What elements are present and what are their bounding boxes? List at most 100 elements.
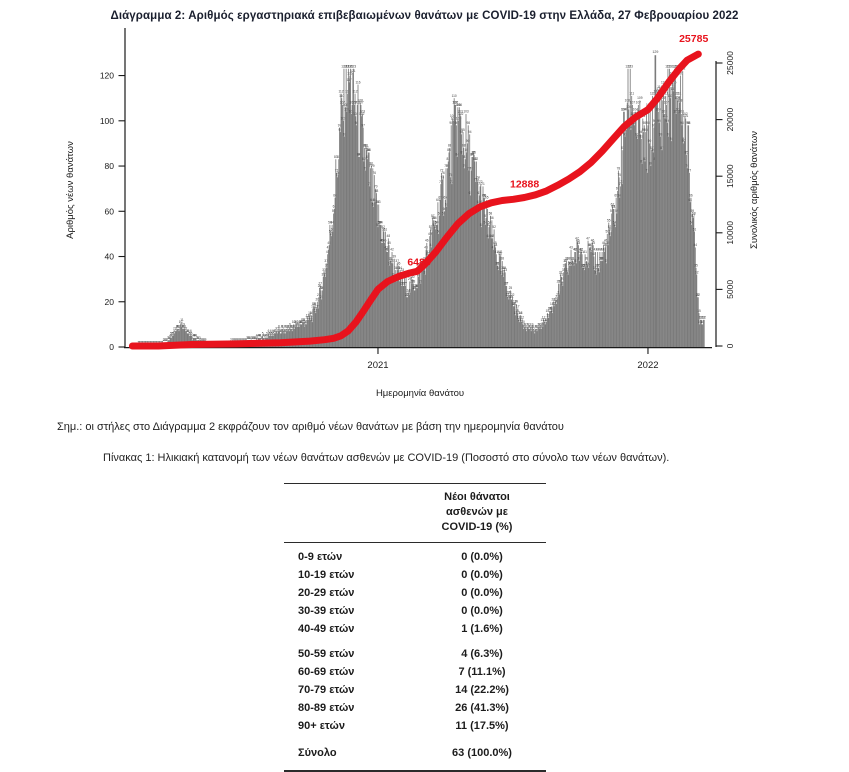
svg-text:28: 28	[419, 279, 423, 283]
svg-text:12: 12	[699, 316, 703, 320]
svg-text:41: 41	[326, 250, 330, 254]
svg-text:93: 93	[659, 132, 663, 136]
svg-text:25: 25	[413, 286, 417, 290]
table-row: 40-49 ετών 1 (1.6%)	[284, 620, 546, 638]
svg-text:72: 72	[450, 180, 454, 184]
svg-text:36: 36	[496, 261, 500, 265]
svg-text:84: 84	[471, 153, 475, 157]
svg-text:42: 42	[598, 248, 602, 252]
svg-text:15: 15	[515, 309, 519, 313]
svg-text:18: 18	[312, 302, 316, 306]
svg-text:52: 52	[429, 225, 433, 229]
svg-text:94: 94	[468, 130, 472, 134]
svg-text:98: 98	[686, 121, 690, 125]
svg-text:10: 10	[299, 320, 303, 324]
svg-text:64: 64	[688, 198, 692, 202]
svg-text:79: 79	[371, 164, 375, 168]
svg-text:2: 2	[198, 338, 200, 342]
svg-text:46: 46	[380, 239, 384, 243]
svg-text:8: 8	[290, 325, 292, 329]
svg-text:107: 107	[664, 101, 670, 105]
svg-text:93: 93	[635, 132, 639, 136]
svg-text:123: 123	[672, 64, 678, 68]
svg-text:79: 79	[463, 164, 467, 168]
svg-text:22: 22	[556, 293, 560, 297]
svg-text:64: 64	[373, 198, 377, 202]
svg-text:43: 43	[492, 245, 496, 249]
svg-text:3: 3	[168, 336, 170, 340]
svg-text:17: 17	[315, 304, 319, 308]
svg-text:42: 42	[580, 248, 584, 252]
svg-text:45: 45	[387, 241, 391, 245]
svg-text:38: 38	[600, 257, 604, 261]
svg-text:106: 106	[343, 103, 349, 107]
svg-text:91: 91	[682, 137, 686, 141]
svg-text:41: 41	[583, 250, 587, 254]
svg-text:1: 1	[149, 340, 151, 344]
svg-text:37: 37	[563, 259, 567, 263]
svg-text:2: 2	[233, 338, 235, 342]
svg-text:53: 53	[432, 223, 436, 227]
svg-text:34: 34	[497, 266, 501, 270]
svg-text:9: 9	[538, 322, 540, 326]
svg-text:36: 36	[569, 261, 573, 265]
svg-text:10: 10	[698, 320, 702, 324]
svg-text:7: 7	[178, 327, 180, 331]
age-distribution-table: Νέοι θάνατοι ασθενών με COVID-19 (%) 0-9 ε…	[284, 483, 546, 772]
svg-text:35: 35	[584, 264, 588, 268]
svg-text:6: 6	[186, 329, 188, 333]
svg-text:3: 3	[260, 336, 262, 340]
svg-text:11: 11	[180, 318, 184, 322]
svg-text:66: 66	[482, 193, 486, 197]
svg-text:8: 8	[539, 325, 541, 329]
svg-text:11: 11	[301, 318, 305, 322]
svg-text:107: 107	[453, 101, 459, 105]
svg-text:4: 4	[258, 334, 260, 338]
svg-text:110: 110	[668, 94, 673, 98]
svg-text:3: 3	[252, 336, 254, 340]
svg-text:20: 20	[552, 297, 556, 301]
svg-text:9: 9	[295, 322, 297, 326]
svg-text:9: 9	[524, 322, 526, 326]
svg-text:7: 7	[175, 327, 177, 331]
svg-text:61: 61	[333, 205, 337, 209]
svg-text:1: 1	[154, 340, 156, 344]
svg-text:8: 8	[531, 325, 533, 329]
svg-text:3: 3	[247, 336, 249, 340]
svg-text:40: 40	[592, 252, 596, 256]
svg-text:21: 21	[509, 295, 513, 299]
svg-text:8: 8	[525, 325, 527, 329]
svg-text:73: 73	[475, 178, 479, 182]
svg-text:93: 93	[343, 132, 347, 136]
svg-text:100: 100	[341, 117, 347, 121]
svg-text:9: 9	[538, 322, 540, 326]
svg-text:14: 14	[518, 311, 522, 315]
svg-text:84: 84	[358, 153, 362, 157]
svg-text:38: 38	[585, 257, 589, 261]
svg-text:7: 7	[282, 327, 284, 331]
svg-text:12: 12	[702, 316, 706, 320]
svg-text:10: 10	[293, 320, 297, 324]
svg-text:6: 6	[190, 329, 192, 333]
svg-text:102: 102	[631, 112, 637, 116]
svg-text:102: 102	[458, 112, 464, 116]
svg-text:28: 28	[558, 279, 562, 283]
svg-text:3: 3	[168, 336, 170, 340]
svg-text:32: 32	[424, 270, 428, 274]
svg-text:1: 1	[144, 340, 146, 344]
svg-text:3: 3	[196, 336, 198, 340]
svg-text:10: 10	[295, 320, 299, 324]
svg-text:104: 104	[633, 107, 639, 111]
svg-text:0: 0	[109, 342, 114, 352]
svg-text:66: 66	[483, 193, 487, 197]
svg-text:84: 84	[455, 153, 459, 157]
svg-text:42: 42	[386, 248, 390, 252]
svg-text:11: 11	[310, 318, 314, 322]
svg-text:8: 8	[281, 325, 283, 329]
svg-text:95: 95	[338, 128, 342, 132]
svg-text:30: 30	[411, 275, 415, 279]
svg-text:31: 31	[324, 273, 328, 277]
svg-text:27: 27	[319, 282, 323, 286]
svg-text:32: 32	[559, 270, 563, 274]
svg-text:38: 38	[500, 257, 504, 261]
